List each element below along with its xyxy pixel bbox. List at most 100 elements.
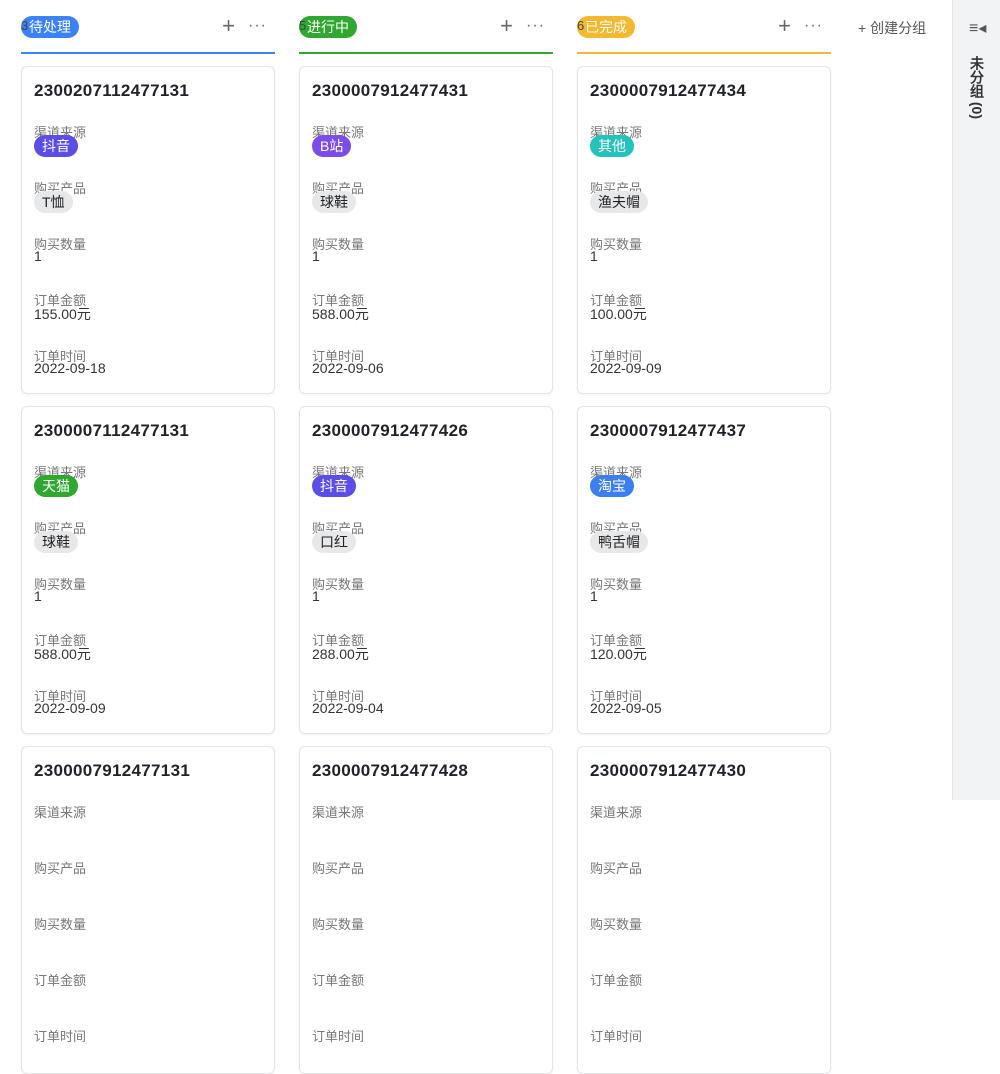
field-label-channel: 渠道来源	[312, 805, 365, 820]
field-label-qty: 购买数量	[34, 577, 87, 592]
order-card[interactable]: 2300207112477131 渠道来源 抖音 购买产品 T恤 购买数量 1 订单金额 155…	[21, 66, 275, 394]
field-label-time: 订单时间	[590, 349, 643, 364]
group-label[interactable]: 待处理	[21, 16, 79, 38]
order-card[interactable]: 2300007912477434 渠道来源 其他 购买产品 渔夫帽 购买数量 1 订单金额 10…	[577, 66, 831, 394]
field-label-qty: 购买数量	[34, 237, 87, 252]
add-card-icon[interactable]: +	[778, 13, 791, 38]
ungrouped-panel[interactable]: ≡◂ 未分组 (0)	[952, 0, 1000, 800]
field-value-qty: 1	[590, 588, 598, 604]
channel-tag: 其他	[590, 135, 634, 157]
more-icon[interactable]: ···	[804, 17, 823, 34]
column-2: 已完成 6 + ··· 2300007912477434 渠道来源 其他购买产品 渔夫…	[577, 0, 831, 1074]
field-label-time: 订单时间	[34, 349, 87, 364]
field-label-qty: 购买数量	[312, 577, 365, 592]
field-label-amount: 订单金额	[312, 293, 365, 308]
order-card[interactable]: 2300007912477131 渠道来源购买产品购买数量订单金额订单时间	[21, 746, 275, 1074]
order-id: 2300007912477426	[312, 421, 469, 440]
field-label-time: 订单时间	[312, 349, 365, 364]
group-count: 3	[21, 18, 29, 33]
order-id: 2300007912477430	[590, 761, 747, 780]
more-icon[interactable]: ···	[248, 17, 267, 34]
field-value-amount: 100.00元	[590, 306, 647, 322]
group-label[interactable]: 已完成	[577, 16, 635, 38]
field-value-time: 2022-09-09	[34, 700, 106, 716]
field-label-qty: 购买数量	[590, 577, 643, 592]
field-label-time: 订单时间	[312, 689, 365, 704]
field-label-amount: 订单金额	[312, 973, 365, 988]
order-id: 2300007912477437	[590, 421, 747, 440]
field-label-amount: 订单金额	[590, 973, 643, 988]
field-label-channel: 渠道来源	[590, 805, 643, 820]
field-value-time: 2022-09-06	[312, 360, 384, 376]
order-card[interactable]: 2300007112477131 渠道来源 天猫 购买产品 球鞋 购买数量 1 订单金额 588…	[21, 406, 275, 734]
product-tag: 球鞋	[34, 531, 78, 553]
order-id: 2300007912477428	[312, 761, 469, 780]
add-card-icon[interactable]: +	[500, 13, 513, 38]
channel-tag: 天猫	[34, 475, 78, 497]
product-tag: 鸭舌帽	[590, 531, 648, 553]
field-label-qty: 购买数量	[312, 237, 365, 252]
field-value-qty: 1	[34, 248, 42, 264]
add-card-icon[interactable]: +	[222, 13, 235, 38]
field-label-time: 订单时间	[34, 1029, 87, 1044]
field-value-amount: 288.00元	[312, 646, 369, 662]
field-label-amount: 订单金额	[34, 293, 87, 308]
field-value-amount: 155.00元	[34, 306, 91, 322]
field-value-amount: 588.00元	[312, 306, 369, 322]
order-card[interactable]: 2300007912477431 渠道来源 B站 购买产品 球鞋 购买数量 1 订单金额 588…	[299, 66, 553, 394]
more-icon[interactable]: ···	[526, 17, 545, 34]
field-value-qty: 1	[34, 588, 42, 604]
column-0: 待处理 3 + ··· 2300207112477131 渠道来源 抖音购买产品 T恤…	[21, 0, 275, 1074]
field-value-qty: 1	[312, 588, 320, 604]
field-value-time: 2022-09-09	[590, 360, 662, 376]
field-label-product: 购买产品	[312, 861, 365, 876]
column-1: 进行中 5 + ··· 2300007912477431 渠道来源 B站购买产品 球鞋…	[299, 0, 553, 1074]
field-value-time: 2022-09-18	[34, 360, 106, 376]
order-id: 2300007912477431	[312, 81, 469, 100]
channel-tag: 抖音	[312, 475, 356, 497]
field-value-time: 2022-09-04	[312, 700, 384, 716]
field-label-amount: 订单金额	[34, 633, 87, 648]
product-tag: 渔夫帽	[590, 191, 648, 213]
field-label-channel: 渠道来源	[34, 805, 87, 820]
channel-tag: 淘宝	[590, 475, 634, 497]
order-id: 2300007912477131	[34, 761, 191, 780]
field-label-amount: 订单金额	[590, 293, 643, 308]
field-label-qty: 购买数量	[590, 237, 643, 252]
channel-tag: 抖音	[34, 135, 78, 157]
collapse-panel-icon[interactable]: ≡◂	[969, 20, 987, 37]
column-header: 已完成 6 + ···	[577, 0, 831, 54]
field-label-time: 订单时间	[590, 1029, 643, 1044]
order-card[interactable]: 2300007912477437 渠道来源 淘宝 购买产品 鸭舌帽 购买数量 1 订单金额 12…	[577, 406, 831, 734]
field-label-product: 购买产品	[34, 861, 87, 876]
order-id: 2300007112477131	[34, 421, 190, 440]
field-value-qty: 1	[312, 248, 320, 264]
field-label-time: 订单时间	[590, 689, 643, 704]
field-value-qty: 1	[590, 248, 598, 264]
order-id: 2300007912477434	[590, 81, 747, 100]
product-tag: T恤	[34, 191, 73, 213]
group-label[interactable]: 进行中	[299, 16, 357, 38]
field-value-amount: 120.00元	[590, 646, 647, 662]
field-label-amount: 订单金额	[312, 633, 365, 648]
order-card[interactable]: 2300007912477430 渠道来源购买产品购买数量订单金额订单时间	[577, 746, 831, 1074]
field-value-time: 2022-09-05	[590, 700, 662, 716]
order-card[interactable]: 2300007912477428 渠道来源 购买产品 购买数量 订单金额 订单时间	[299, 746, 553, 1074]
channel-tag: B站	[312, 135, 352, 157]
field-label-qty: 购买数量	[590, 917, 643, 932]
product-tag: 口红	[312, 531, 356, 553]
field-value-amount: 588.00元	[34, 646, 91, 662]
order-id: 2300207112477131	[34, 81, 190, 100]
field-label-product: 购买产品	[590, 861, 643, 876]
ungrouped-label: 未分组 (0)	[969, 56, 985, 119]
field-label-amount: 订单金额	[590, 633, 643, 648]
column-header: 进行中 5 + ···	[299, 0, 553, 54]
create-group-button[interactable]: + 创建分组	[858, 20, 927, 36]
field-label-qty: 购买数量	[34, 917, 87, 932]
group-count: 6	[577, 18, 585, 33]
field-label-time: 订单时间	[34, 689, 87, 704]
group-count: 5	[299, 18, 307, 33]
order-card[interactable]: 2300007912477426 渠道来源 抖音 购买产品 口红 购买数量 1 订单金额 288…	[299, 406, 553, 734]
product-tag: 球鞋	[312, 191, 356, 213]
field-label-amount: 订单金额	[34, 973, 87, 988]
